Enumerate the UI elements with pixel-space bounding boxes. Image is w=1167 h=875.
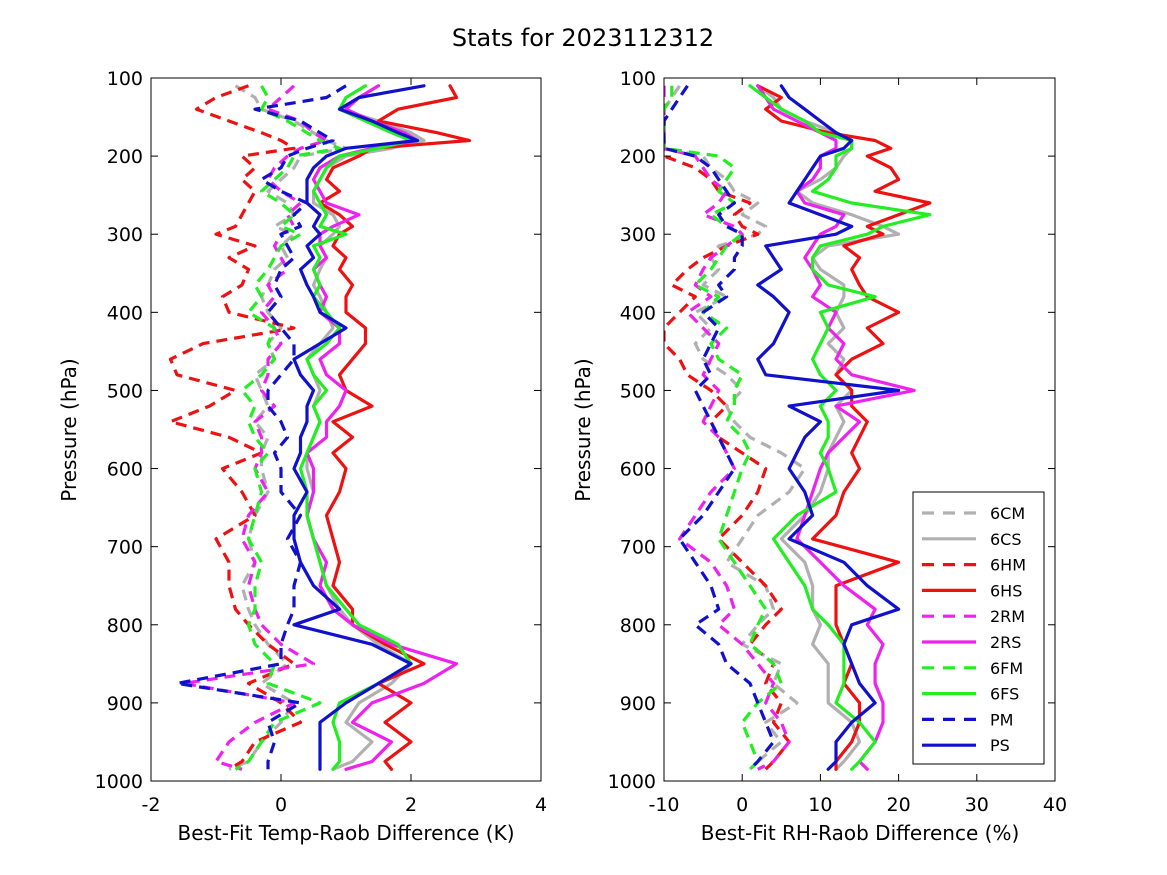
series-line-6cm [664,84,807,771]
right-panel-series [664,84,932,771]
legend-label-6fs: 6FS [990,685,1019,704]
left-panel-ticks: -2 0 2 4 100 200 300 400 500 600 700 800 900 1000 [95,68,547,816]
series-line-6hm [168,84,303,771]
y-tick-label: 200 [107,146,143,168]
x-tick-label: 4 [535,794,547,816]
y-tick-label: 100 [620,68,656,90]
series-line-6fm [234,85,342,771]
y-tick-label: 600 [107,459,143,481]
x-tick-label: 0 [736,794,748,816]
legend-label-6cs: 6CS [990,530,1022,549]
y-tick-label: 600 [620,459,656,481]
x-tick-label: 30 [965,794,989,816]
y-tick-label: 900 [107,693,143,715]
right-panel: -10 0 10 20 30 40 100 200 300 400 500 600 700 800 900 1… [571,68,1067,845]
legend-label-6hm: 6HM [990,556,1026,575]
series-line-6fs [298,84,413,771]
y-tick-label: 100 [107,68,143,90]
y-tick-label: 800 [620,615,656,637]
series-line-6cs [305,84,426,771]
right-panel-ticks: -10 0 10 20 30 40 100 200 300 400 500 600 700 800 900 1… [608,68,1067,816]
series-line-6fs [748,84,932,771]
series-line-6cm [228,84,348,771]
left-panel-frame [150,77,542,782]
right-panel-ylabel: Pressure (hPa) [571,358,595,501]
right-panel-frame [663,77,1056,782]
legend-label-2rm: 2RM [990,607,1025,626]
legend-label-pm: PM [990,710,1013,729]
series-line-6hm [664,85,791,771]
legend-items: 6CM 6CS 6HM 6HS 2RM 2RS 6FM 6FS PM PS [922,504,1026,755]
y-tick-label: 400 [107,302,143,324]
legend-label-6hs: 6HS [990,581,1022,600]
left-panel-xlabel: Best-Fit Temp-Raob Difference (K) [177,821,514,845]
y-tick-label: 700 [620,537,656,559]
series-line-6fm [664,85,783,771]
y-tick-label: 200 [620,146,656,168]
series-line-pm [664,84,776,771]
legend-label-2rs: 2RS [990,633,1021,652]
x-tick-label: 2 [405,794,417,816]
series-line-ps [292,84,426,771]
x-tick-label: 20 [887,794,911,816]
y-tick-label: 700 [107,537,143,559]
right-panel-xlabel: Best-Fit RH-Raob Difference (%) [701,821,1020,845]
y-tick-label: 500 [620,380,656,402]
series-line-2rs [756,84,916,771]
legend: 6CM 6CS 6HM 6HS 2RM 2RS 6FM 6FS PM PS [912,491,1045,765]
y-tick-label: 900 [620,693,656,715]
x-tick-label: -10 [648,794,679,816]
y-tick-label: 800 [107,615,143,637]
chart-title: Stats for 2023112312 [452,24,714,52]
left-panel-ylabel: Pressure (hPa) [57,358,81,501]
x-tick-label: 40 [1043,794,1067,816]
y-tick-label: 1000 [608,771,656,793]
legend-box [912,491,1045,765]
legend-label-6cm: 6CM [990,504,1025,523]
x-tick-label: -2 [142,794,161,816]
series-line-2rm [664,85,791,771]
series-line-2rs [305,84,459,771]
legend-label-6fm: 6FM [990,659,1023,678]
series-line-2rm [181,84,329,771]
y-tick-label: 300 [107,224,143,246]
y-tick-label: 300 [620,224,656,246]
y-tick-label: 500 [107,380,143,402]
series-line-6hs [756,84,932,771]
series-line-ps [756,84,901,771]
series-line-6hs [318,84,472,771]
y-tick-label: 400 [620,302,656,324]
x-tick-label: 10 [808,794,832,816]
series-line-pm [175,84,347,770]
y-tick-label: 1000 [95,771,143,793]
left-panel-series [168,84,472,771]
legend-label-ps: PS [990,736,1010,755]
series-line-6cs [756,84,901,771]
x-tick-label: 0 [275,794,287,816]
left-panel: -2 0 2 4 100 200 300 400 500 600 700 800 900 1000 Bes… [57,68,547,845]
